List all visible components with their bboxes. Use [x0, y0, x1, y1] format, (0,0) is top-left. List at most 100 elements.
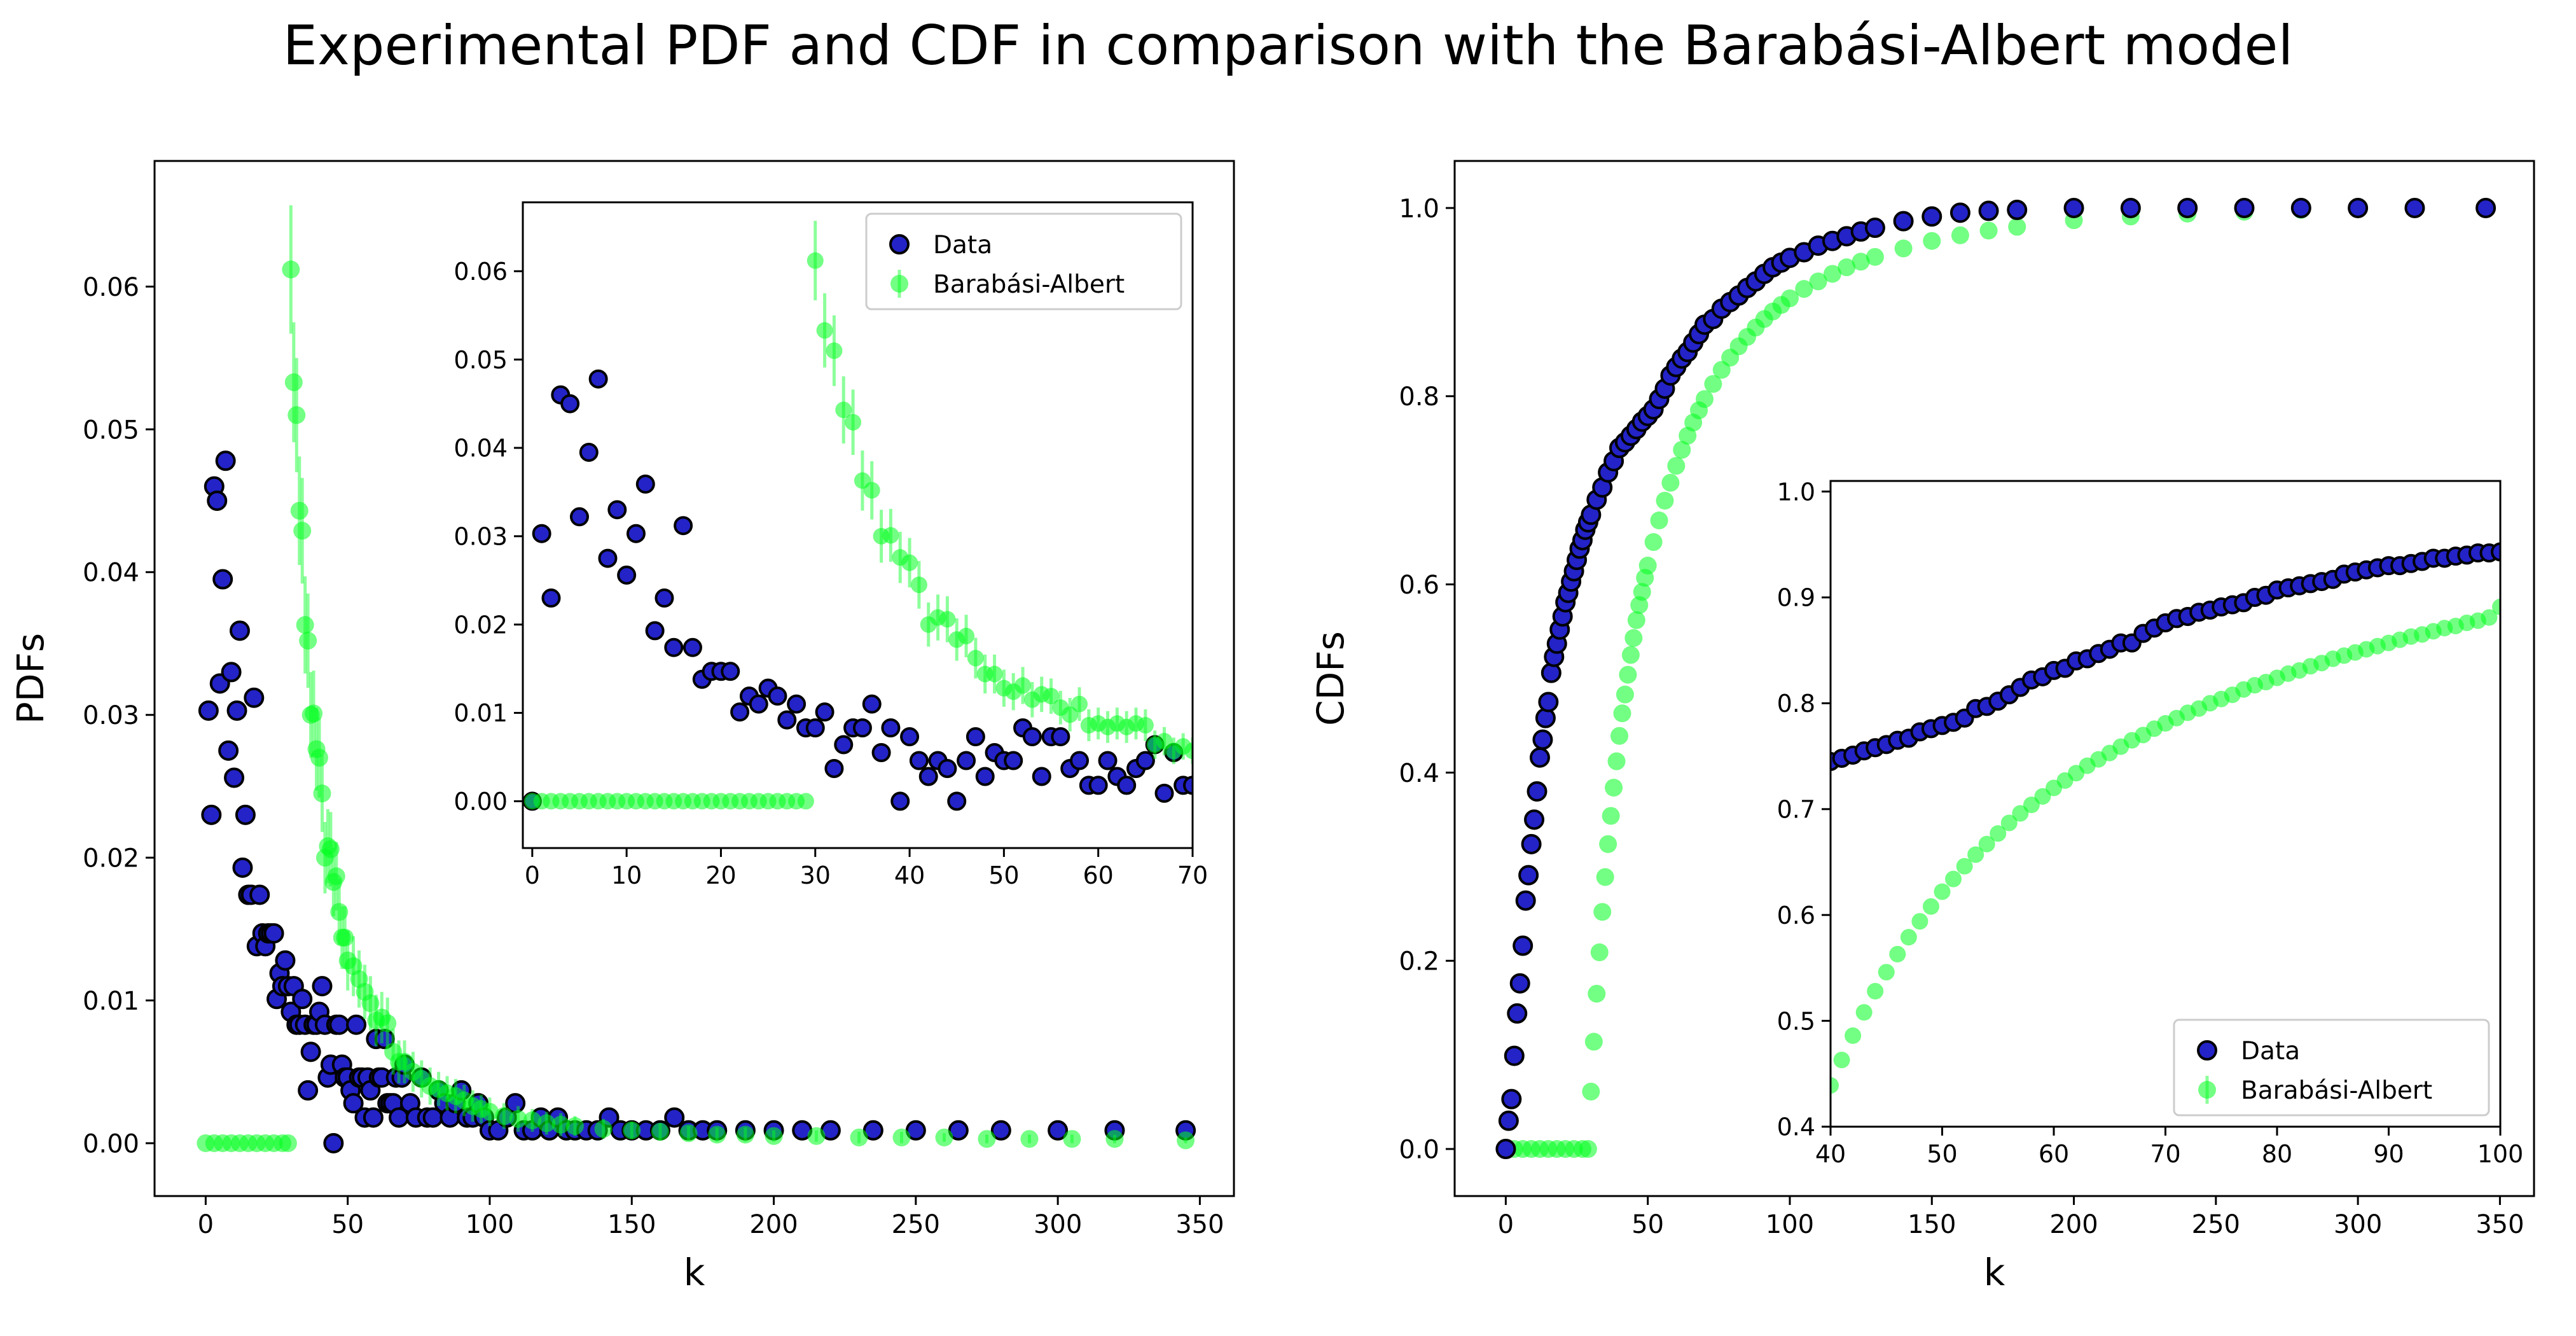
pdf_main-ba-point: [313, 784, 331, 803]
pdf_inset-data-point: [635, 474, 655, 494]
pdf_main-ba-point: [978, 1130, 996, 1148]
pdf_inset-data-point: [852, 718, 872, 738]
pdf_inset-legend-data-label: Data: [933, 231, 992, 260]
cdf_main-data-point: [2290, 197, 2311, 218]
cdf_main-xtick-label: 0: [1498, 1210, 1514, 1239]
cdf_main-xtick-label: 250: [2192, 1210, 2240, 1239]
pdf_inset-data-point: [682, 637, 702, 657]
cdf_main-ba-point: [2008, 218, 2026, 236]
pdf_inset-ba-point: [1014, 677, 1032, 694]
pdf_main-ba-point: [807, 1127, 826, 1145]
pdf_inset-data-point: [1098, 751, 1118, 770]
cdf_main-ba-point: [1673, 441, 1691, 459]
cdf_main-ba-point: [1624, 629, 1643, 647]
cdf_main-ba-point: [1704, 375, 1722, 393]
cdf_main-ba-point: [1695, 390, 1714, 408]
cdf_main-ba-point: [1633, 583, 1651, 601]
cdf_main-ba-point: [1650, 511, 1668, 530]
cdf_main-ba-point: [1602, 807, 1620, 825]
pdf_main-ytick-label: 0.02: [83, 844, 139, 873]
pdf_main-data-point: [298, 1080, 319, 1101]
cdf_main-ylabel: CDFs: [1309, 631, 1352, 726]
pdf_main-ba-point: [321, 840, 340, 858]
cdf_main-data-point: [2007, 199, 2028, 220]
pdf_main-data-point: [312, 976, 333, 997]
pdf_main-ytick-label: 0.06: [83, 273, 139, 302]
pdf_main-ba-point: [537, 1114, 556, 1132]
pdf_inset-ba-point: [1071, 695, 1088, 713]
cdf_inset-ytick-label: 0.6: [1777, 901, 1815, 929]
pdf_inset-ytick-label: 0.00: [454, 788, 508, 816]
pdf_inset-data-point: [787, 694, 807, 714]
pdf_inset-data-point: [1032, 767, 1051, 786]
cdf_main-ba-point: [1979, 221, 1998, 240]
pdf_main-data-point: [215, 450, 236, 471]
pdf_inset-data-point: [730, 702, 750, 722]
cdf_main-ba-point: [1593, 903, 1612, 921]
cdf_main-data-point: [1527, 781, 1548, 802]
pdf_main-ba-point: [495, 1107, 513, 1125]
pdf_main-data-point: [232, 857, 253, 878]
pdf_inset-xtick-label: 30: [800, 861, 831, 889]
pdf_main-ba-point: [361, 994, 380, 1013]
cdf_inset-xtick-label: 70: [2150, 1140, 2180, 1168]
cdf_inset-ba-point: [1967, 846, 1984, 863]
pdf_main-data-point: [244, 687, 265, 708]
pdf_main-data-point: [229, 620, 250, 641]
cdf_main-ba-point: [1656, 491, 1674, 510]
pdf_main-data-point: [198, 700, 219, 721]
cdf_main-ba-point: [1579, 1140, 1597, 1159]
pdf_inset-data-point: [834, 735, 854, 755]
pdf_inset-ba-point: [882, 527, 899, 544]
pdf_inset-data-point: [900, 727, 920, 747]
pdf_inset-data-point: [871, 743, 891, 763]
pdf_inset-data-point: [607, 500, 627, 520]
pdf_inset-data-point: [654, 588, 674, 608]
cdf_main-ba-point: [1616, 685, 1634, 704]
pdf_main-xlabel: k: [684, 1251, 705, 1294]
cdf_main-data-point: [1495, 1139, 1516, 1160]
pdf_main-data-point: [249, 884, 270, 905]
cdf_inset-ba-point: [1855, 1004, 1873, 1021]
cdf_inset-ba-point: [2000, 814, 2018, 832]
cdf_inset-ytick-label: 0.8: [1777, 690, 1815, 718]
pdf_inset-legend-ba-label: Barabási-Albert: [933, 270, 1125, 299]
cdf_main-ba-point: [1923, 232, 1941, 250]
pdf_inset-ba-point: [901, 554, 918, 571]
pdf_inset-data-point: [749, 694, 768, 714]
pdf_inset-data-point: [560, 394, 580, 414]
pdf_inset-data-point: [947, 791, 967, 811]
pdf_inset-ba-point: [816, 322, 833, 339]
pdf_main-data-point: [218, 740, 239, 761]
cdf_inset-data-point: [2491, 542, 2500, 562]
pdf_main-ba-point: [1063, 1130, 1081, 1148]
cdf_main-xtick-label: 200: [2049, 1210, 2098, 1239]
pdf_main-xtick-label: 50: [331, 1210, 364, 1239]
cdf_main-ba-point: [1866, 247, 1884, 266]
cdf_main-ytick-label: 0.8: [1399, 382, 1439, 412]
pdf_inset-data-point: [1117, 776, 1137, 795]
pdf_main-ba-point: [480, 1103, 499, 1121]
pdf_main-data-point: [275, 950, 296, 971]
cdf_main-ba-point: [1619, 665, 1637, 684]
pdf_inset-data-point: [588, 369, 608, 389]
figure-title: Experimental PDF and CDF in comparison w…: [282, 14, 2294, 78]
cdf_main-data-point: [1513, 935, 1534, 956]
pdf_inset-legend-box: [865, 212, 1182, 310]
pdf_inset-legend-data-marker: [889, 234, 910, 254]
pdf_main-marks: [197, 205, 1196, 1153]
cdf_main-ytick-label: 0.4: [1399, 759, 1439, 788]
pdf_inset-data-point: [579, 442, 599, 462]
pdf_main-data-point: [363, 1107, 384, 1128]
pdf_inset-data-point: [664, 637, 684, 657]
pdf_main-data-point: [323, 1132, 344, 1153]
pdf_inset-data-point: [1154, 783, 1174, 803]
cdf_main-data-point: [2404, 197, 2425, 218]
pdf_main-ba-point: [935, 1128, 953, 1146]
pdf_main-ba-point: [284, 373, 303, 391]
pdf_main-xtick-label: 250: [892, 1210, 940, 1239]
pdf_main-data-point: [292, 989, 313, 1010]
pdf_main-ba-point: [287, 406, 306, 424]
cdf_main-ytick-label: 0.0: [1399, 1135, 1439, 1164]
pdf_inset-data-point: [1183, 776, 1193, 795]
